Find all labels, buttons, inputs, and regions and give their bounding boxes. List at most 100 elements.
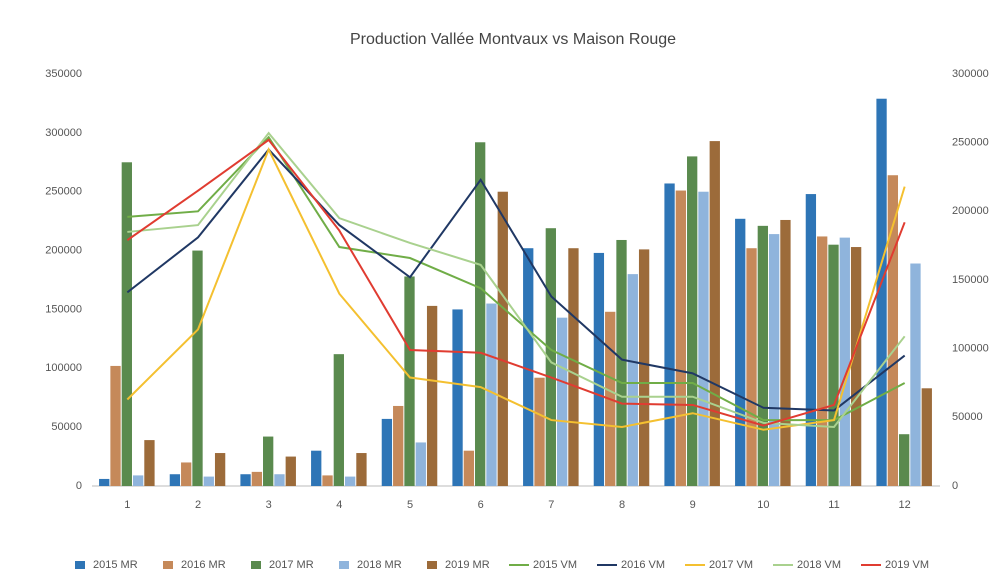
y-tick-label: 100000 — [45, 362, 82, 374]
bar — [99, 478, 110, 486]
y2-tick-label: 100000 — [952, 343, 989, 355]
x-tick-label: 2 — [195, 499, 201, 511]
y-tick-label: 150000 — [45, 303, 82, 315]
legend-label: 2019 MR — [445, 559, 490, 571]
bar — [285, 456, 296, 486]
bar — [393, 405, 404, 486]
bar — [486, 303, 497, 486]
y2-tick-label: 150000 — [952, 274, 989, 286]
bar — [616, 239, 627, 486]
bar — [757, 225, 768, 486]
y-tick-label: 300000 — [45, 127, 82, 139]
x-tick-label: 3 — [266, 499, 272, 511]
x-tick-label: 1 — [124, 499, 130, 511]
bar — [910, 263, 921, 486]
y2-tick-label: 250000 — [952, 137, 989, 149]
bar — [545, 228, 556, 486]
y2-tick-label: 200000 — [952, 205, 989, 217]
bar — [426, 305, 438, 486]
bar — [887, 175, 899, 486]
bar — [274, 474, 285, 486]
legend-swatch — [163, 561, 173, 569]
y2-tick-label: 0 — [952, 480, 958, 492]
x-tick-label: 10 — [757, 499, 769, 511]
bar — [475, 142, 486, 486]
bar — [523, 248, 534, 486]
x-tick-label: 9 — [690, 499, 696, 511]
bar — [534, 377, 545, 486]
bar — [593, 252, 605, 486]
bar — [356, 453, 367, 486]
line — [126, 147, 906, 431]
bar — [404, 276, 415, 486]
bar — [876, 98, 887, 486]
x-tick-label: 11 — [828, 499, 839, 511]
bar — [344, 476, 356, 486]
bar — [110, 365, 121, 486]
x-tick-label: 7 — [548, 499, 554, 511]
y-tick-label: 250000 — [45, 186, 82, 198]
bar — [805, 194, 817, 486]
bar — [192, 250, 203, 486]
bar — [144, 440, 155, 486]
bar — [899, 434, 910, 486]
bar — [556, 317, 568, 486]
bar — [709, 141, 720, 486]
bar — [463, 450, 475, 486]
y-tick-label: 0 — [76, 480, 82, 492]
line — [126, 138, 906, 427]
bar — [828, 244, 839, 486]
bar — [311, 450, 322, 486]
x-tick-label: 8 — [619, 499, 625, 511]
bar — [169, 474, 181, 486]
chart-title: Production Vallée Montvaux vs Maison Rou… — [350, 31, 676, 48]
bar — [381, 418, 393, 486]
x-tick-label: 4 — [336, 499, 342, 511]
bar — [839, 237, 850, 486]
bar — [333, 354, 344, 486]
bar — [698, 191, 709, 486]
legend-label: 2016 MR — [181, 559, 226, 571]
bar — [240, 474, 251, 486]
bar — [638, 249, 650, 486]
bar — [675, 190, 687, 486]
legend-label: 2015 MR — [93, 559, 138, 571]
legend-swatch — [427, 561, 437, 569]
bar — [121, 162, 132, 487]
bar — [322, 475, 333, 486]
bar — [746, 248, 757, 486]
bar — [768, 234, 780, 486]
legend-swatch — [75, 561, 85, 569]
bar — [452, 309, 463, 486]
y-tick-label: 200000 — [45, 244, 82, 256]
bar — [214, 453, 226, 486]
legend-label: 2017 MR — [269, 559, 314, 571]
legend-label: 2019 VM — [885, 559, 929, 571]
bar — [181, 462, 192, 486]
legend-label: 2018 MR — [357, 559, 402, 571]
bar — [921, 388, 932, 486]
legend-label: 2015 VM — [533, 559, 577, 571]
bar — [817, 236, 828, 486]
line — [126, 148, 906, 412]
bar — [735, 218, 746, 486]
x-tick-label: 6 — [478, 499, 484, 511]
bar — [687, 156, 698, 486]
bar — [850, 247, 862, 486]
legend-label: 2017 VM — [709, 559, 753, 571]
legend-swatch — [339, 561, 349, 569]
bar — [203, 476, 214, 486]
x-tick-label: 12 — [899, 499, 911, 511]
bar — [251, 471, 263, 486]
bar — [415, 442, 426, 486]
bar — [132, 475, 144, 486]
y2-tick-label: 300000 — [952, 68, 989, 80]
bar — [627, 274, 638, 486]
legend-label: 2016 VM — [621, 559, 665, 571]
legend-swatch — [251, 561, 261, 569]
bar — [497, 191, 508, 486]
legend-label: 2018 VM — [797, 559, 841, 571]
y2-tick-label: 50000 — [952, 411, 983, 423]
bar — [664, 183, 675, 486]
